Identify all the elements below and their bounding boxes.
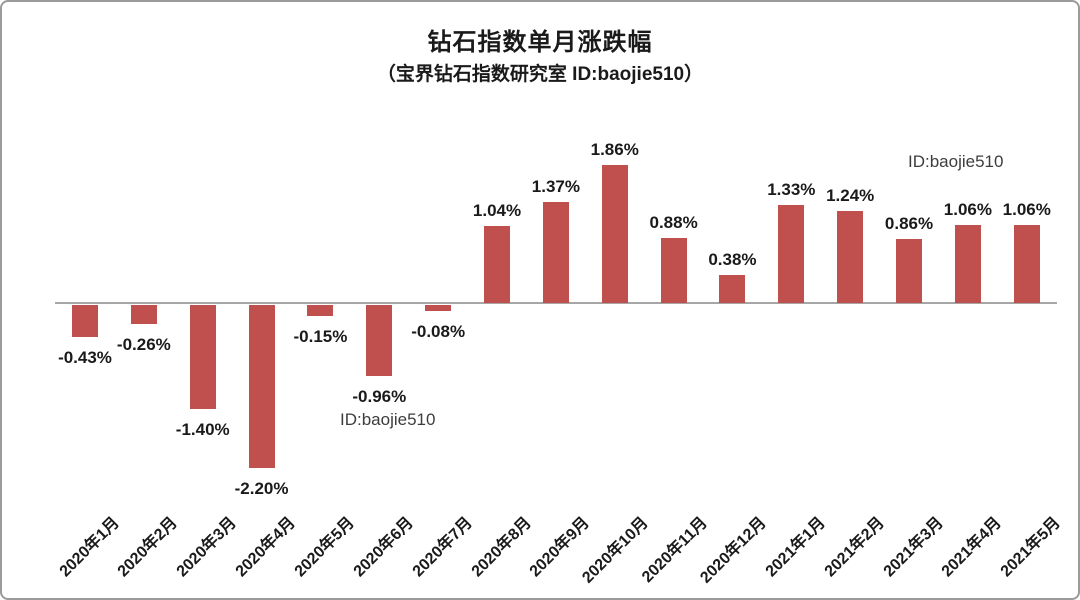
bar-value-label: 1.06% [1002, 200, 1051, 219]
x-axis-label: 2020年6月 [350, 514, 417, 581]
x-axis-label: 2020年3月 [173, 514, 240, 581]
bar-2021年5月 [1013, 225, 1040, 303]
chart-subtitle: （宝界钻石指数研究室 ID:baojie510） [376, 64, 704, 85]
bar-value-label: -0.08% [411, 322, 466, 341]
bar-2020年6月 [366, 305, 393, 376]
bar-2020年12月 [719, 275, 746, 303]
x-axis-label: 2020年8月 [468, 514, 535, 581]
bar-value-label: -0.96% [352, 387, 407, 406]
x-axis-label: 2020年2月 [115, 514, 182, 581]
bar-value-label: -0.15% [293, 327, 348, 346]
watermark-top-right: ID:baojie510 [908, 152, 1004, 171]
x-axis-label: 2020年5月 [291, 514, 358, 581]
bar-2020年9月 [542, 202, 569, 303]
bar-value-label: 1.04% [472, 201, 522, 220]
bar-value-label: -0.26% [116, 335, 171, 354]
x-axis-label: 2020年4月 [232, 514, 299, 581]
x-axis-label: 2021年4月 [939, 514, 1006, 581]
bar-2020年11月 [660, 238, 687, 303]
x-axis-label: 2021年5月 [997, 514, 1065, 581]
bar-value-label: -0.43% [58, 348, 112, 367]
bar-value-label: 1.33% [767, 180, 816, 199]
bar-2020年1月 [72, 305, 98, 337]
x-axis-label: 2021年2月 [821, 514, 888, 581]
watermark-mid-left: ID:baojie510 [340, 410, 436, 429]
bar-value-label: 0.86% [884, 214, 934, 233]
chart-title: 钻石指数单月涨跌幅 [427, 29, 653, 56]
bar-2021年1月 [778, 205, 805, 303]
x-axis-label: 2020年7月 [409, 514, 476, 581]
bar-2020年2月 [130, 305, 157, 324]
x-axis-baseline [55, 302, 1057, 304]
bar-value-label: 0.88% [649, 213, 698, 232]
bar-2021年3月 [896, 239, 923, 303]
bar-2021年2月 [837, 211, 864, 303]
x-axis-label: 2021年1月 [762, 514, 829, 581]
x-axis-label: 2020年1月 [56, 514, 123, 581]
bar-value-label: 1.06% [943, 200, 992, 219]
bar-2020年7月 [425, 305, 452, 311]
bar-value-label: 0.38% [708, 250, 757, 269]
bar-2020年3月 [189, 305, 216, 409]
bar-2020年10月 [601, 165, 628, 303]
bar-2020年8月 [484, 226, 511, 303]
x-axis-label: 2021年3月 [880, 514, 947, 581]
bar-value-label: 1.24% [826, 186, 875, 205]
bar-value-label: -2.20% [234, 479, 289, 498]
bar-2020年5月 [307, 305, 334, 316]
bar-2020年4月 [248, 305, 275, 468]
bar-2021年4月 [954, 225, 981, 303]
bar-value-label: -1.40% [175, 420, 230, 439]
bar-value-label: 1.37% [531, 177, 580, 196]
bar-value-label: 1.86% [590, 140, 639, 159]
